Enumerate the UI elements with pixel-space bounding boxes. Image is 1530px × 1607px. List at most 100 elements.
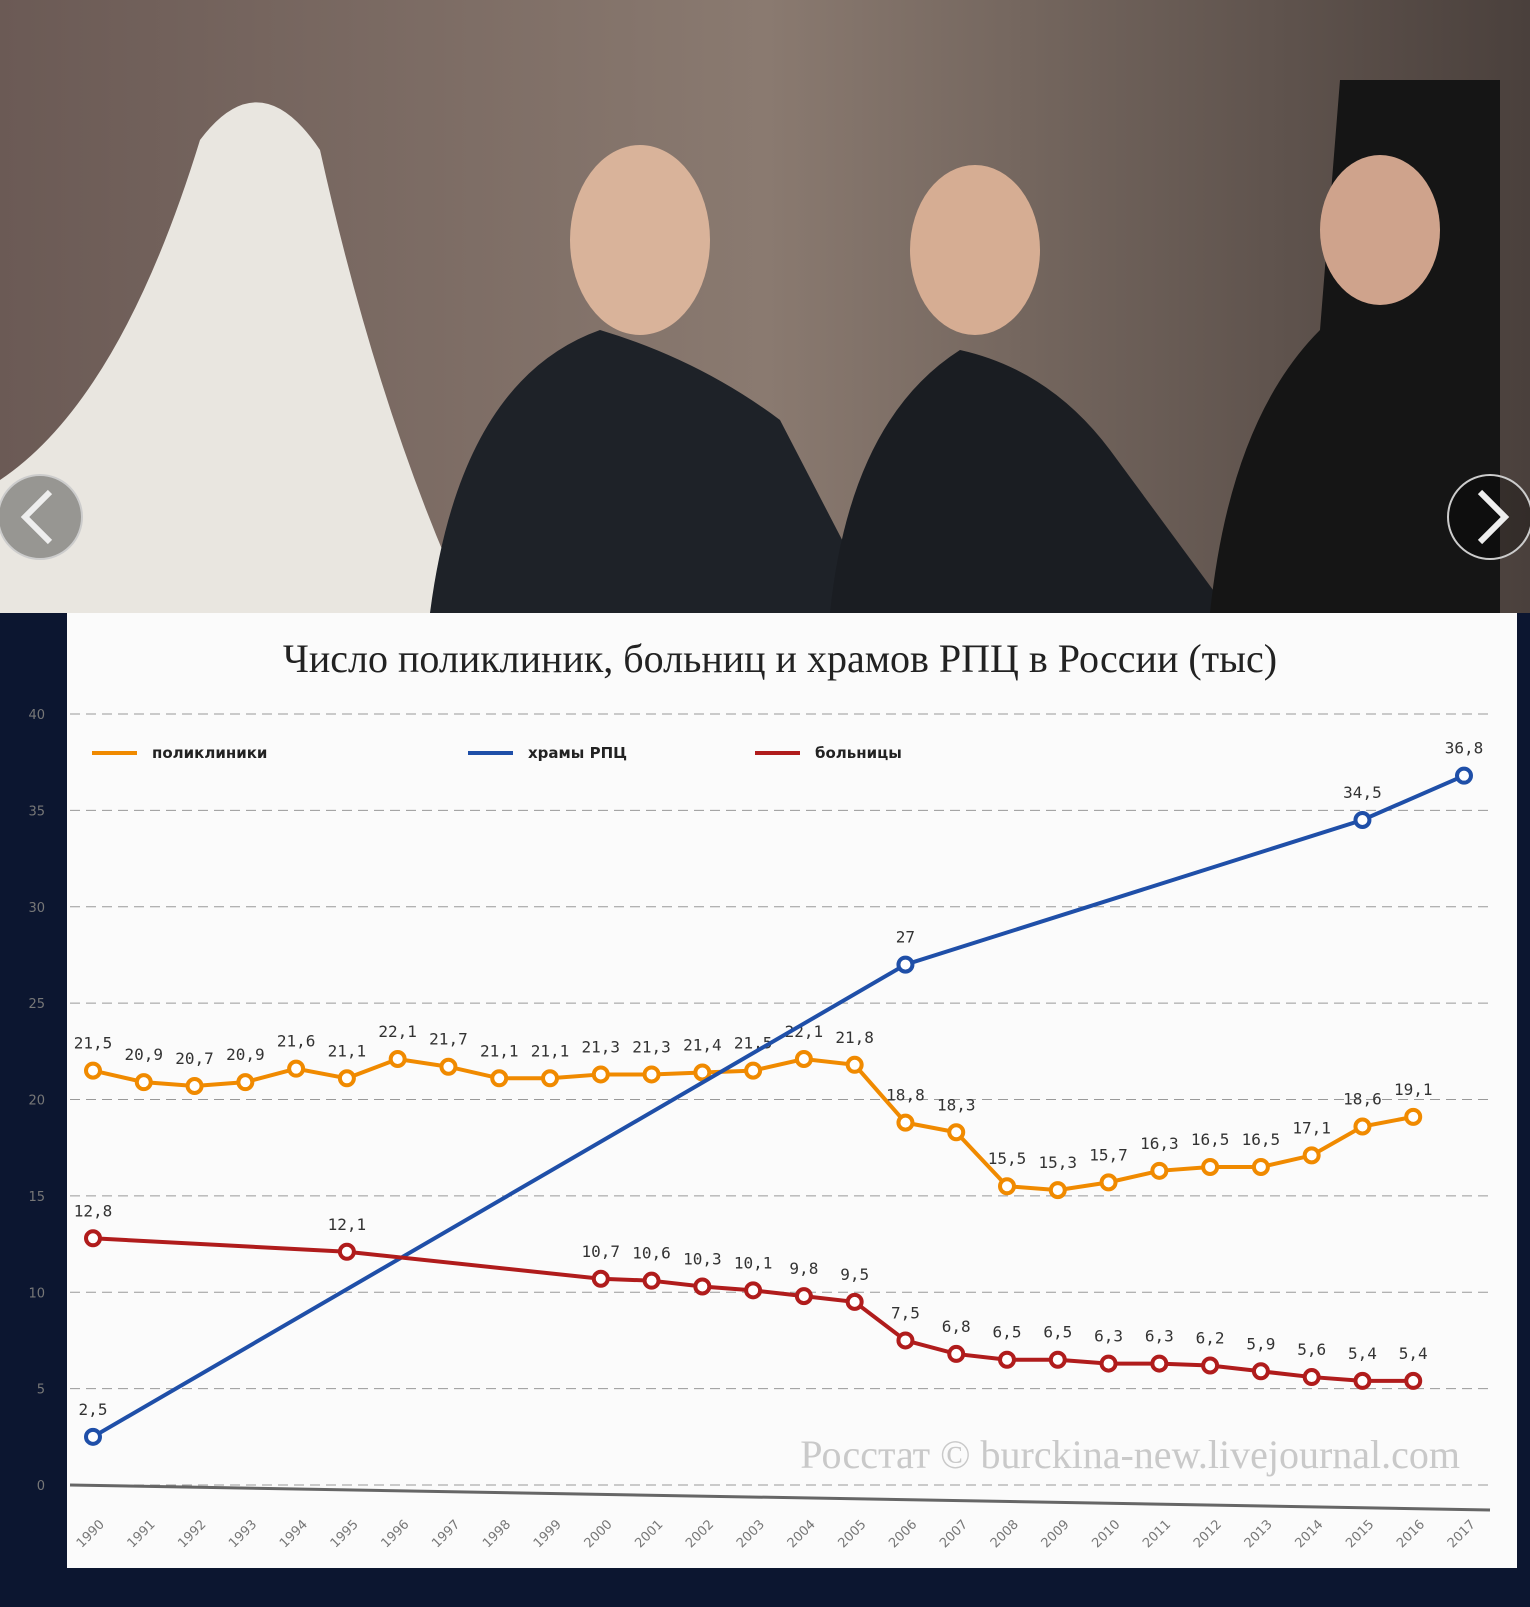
carousel-prev[interactable] [0, 474, 83, 560]
point [1353, 811, 1372, 830]
data-label: 16,3 [1140, 1134, 1179, 1153]
point [591, 1269, 610, 1288]
point [1353, 1371, 1372, 1390]
data-label: 21,1 [531, 1041, 570, 1060]
data-label: 17,1 [1292, 1118, 1331, 1137]
point [642, 1271, 661, 1290]
point [693, 1063, 712, 1082]
data-label: 6,3 [1145, 1327, 1174, 1346]
data-label: 10,6 [632, 1244, 671, 1263]
point [896, 955, 915, 974]
point [693, 1277, 712, 1296]
data-label: 21,1 [480, 1041, 519, 1060]
data-label: 12,8 [74, 1201, 113, 1220]
data-label: 6,5 [993, 1323, 1022, 1342]
data-label: 21,6 [277, 1032, 316, 1051]
data-label: 2,5 [79, 1400, 108, 1419]
point [84, 1061, 102, 1080]
data-label: 6,5 [1043, 1323, 1072, 1342]
data-label: 9,5 [840, 1265, 869, 1284]
point [287, 1059, 306, 1078]
point [1353, 1117, 1372, 1136]
legend-label: поликлиники [152, 744, 267, 762]
point [490, 1069, 509, 1088]
data-label: 21,5 [74, 1034, 113, 1053]
y-tick-label: 15 [28, 1190, 45, 1205]
data-label: 15,3 [1039, 1153, 1078, 1172]
point [744, 1061, 763, 1080]
data-label: 5,4 [1348, 1344, 1377, 1363]
data-label: 18,8 [886, 1086, 925, 1105]
y-tick-label: 30 [28, 901, 45, 916]
point [794, 1050, 813, 1069]
point [1404, 1371, 1423, 1390]
data-label: 9,8 [789, 1259, 818, 1278]
data-label: 21,3 [582, 1037, 621, 1056]
data-label: 6,3 [1094, 1327, 1123, 1346]
data-label: 16,5 [1242, 1130, 1281, 1149]
point [1251, 1362, 1270, 1381]
point [388, 1050, 407, 1069]
data-label: 21,3 [632, 1037, 671, 1056]
data-label: 10,3 [683, 1249, 722, 1268]
point [337, 1242, 356, 1261]
point [642, 1065, 661, 1084]
chart-title: Число поликлиник, больниц и храмов РПЦ в… [283, 636, 1277, 681]
point [845, 1292, 864, 1311]
data-label: 19,1 [1394, 1080, 1433, 1099]
y-tick-label: 35 [28, 804, 45, 819]
point [1099, 1354, 1118, 1373]
data-label: 20,7 [175, 1049, 214, 1068]
point [134, 1073, 153, 1092]
carousel-next[interactable] [1447, 474, 1530, 560]
data-label: 21,7 [429, 1030, 468, 1049]
point [1048, 1350, 1067, 1369]
data-label: 12,1 [328, 1215, 367, 1234]
y-tick-label: 20 [28, 1094, 45, 1109]
data-label: 16,5 [1191, 1130, 1230, 1149]
point [1150, 1354, 1169, 1373]
data-label: 34,5 [1343, 783, 1382, 802]
data-label: 5,6 [1297, 1340, 1326, 1359]
chart-panel [67, 613, 1517, 1568]
data-label: 27 [896, 928, 915, 947]
data-label: 5,4 [1399, 1344, 1428, 1363]
data-label: 21,8 [835, 1028, 874, 1047]
point [794, 1287, 813, 1306]
x-axis [69, 1483, 1491, 1512]
point [744, 1281, 763, 1300]
series-line [91, 773, 1465, 1439]
point [845, 1055, 864, 1074]
point [1150, 1161, 1169, 1180]
data-label: 5,9 [1246, 1334, 1275, 1353]
point [947, 1123, 966, 1142]
point [947, 1344, 966, 1363]
point [1455, 766, 1473, 785]
point [1201, 1356, 1220, 1375]
data-label: 36,8 [1445, 739, 1484, 758]
source: Росстат © burckina-new.livejournal.com [800, 1432, 1460, 1477]
y-tick-label: 10 [28, 1286, 45, 1301]
point [591, 1065, 610, 1084]
data-label: 22,1 [378, 1022, 417, 1041]
point [84, 1427, 102, 1446]
y-tick-label: 25 [28, 997, 45, 1012]
point [185, 1077, 204, 1096]
data-label: 20,9 [125, 1045, 164, 1064]
point [998, 1177, 1016, 1196]
y-tick-label: 40 [28, 708, 45, 723]
data-label: 15,5 [988, 1149, 1027, 1168]
data-label: 21,1 [328, 1041, 367, 1060]
y-tick-label: 5 [37, 1383, 45, 1398]
point [896, 1113, 915, 1132]
point [1201, 1157, 1220, 1176]
point [236, 1073, 255, 1092]
point [1251, 1157, 1270, 1176]
point [1099, 1173, 1118, 1192]
legend-label: больницы [815, 744, 902, 762]
data-label: 15,7 [1089, 1145, 1128, 1164]
point [84, 1229, 102, 1248]
point [337, 1069, 356, 1088]
point [896, 1331, 915, 1350]
